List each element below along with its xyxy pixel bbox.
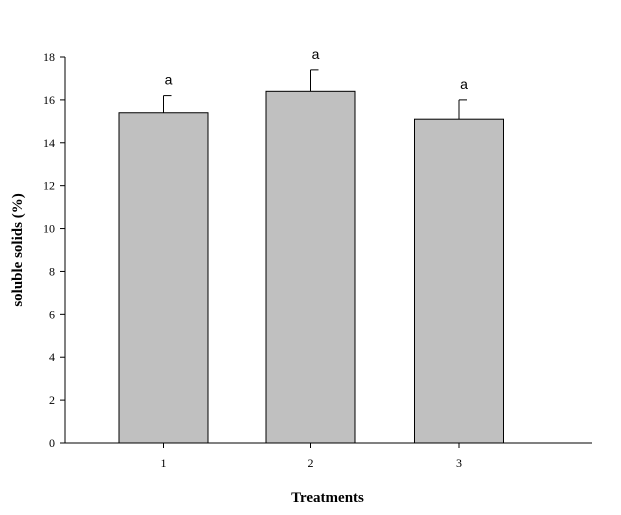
bars-layer xyxy=(118,90,504,444)
y-tick-label: 18 xyxy=(43,50,55,64)
axes-layer xyxy=(64,57,592,444)
y-tick-label: 4 xyxy=(49,350,55,364)
y-tick-label: 8 xyxy=(49,264,55,278)
significance-letter-3: a xyxy=(460,76,468,92)
significance-letters-layer: a a a xyxy=(165,46,469,92)
y-tick-label: 0 xyxy=(49,436,55,450)
x-axis-title: Treatments xyxy=(291,490,364,506)
bar-2 xyxy=(265,90,356,444)
x-tick-label: 1 xyxy=(161,456,167,470)
significance-letter-1: a xyxy=(165,72,173,88)
bar-1 xyxy=(118,112,209,444)
y-tick-label: 14 xyxy=(43,136,55,150)
y-ticks-layer: 0 2 4 6 8 10 12 14 16 18 xyxy=(43,50,65,450)
y-tick-label: 6 xyxy=(49,307,55,321)
y-axis-title: soluble solids (%) xyxy=(10,193,26,306)
y-tick-label: 12 xyxy=(43,179,55,193)
y-tick-label: 2 xyxy=(49,393,55,407)
x-tick-label: 2 xyxy=(308,456,314,470)
error-bars-layer xyxy=(163,69,467,120)
significance-letter-2: a xyxy=(312,46,320,62)
x-tick-label: 3 xyxy=(456,456,462,470)
bar-3 xyxy=(414,118,504,444)
y-tick-label: 16 xyxy=(43,93,55,107)
x-ticks-layer: 1 2 3 xyxy=(161,443,462,470)
y-tick-label: 10 xyxy=(43,222,55,236)
